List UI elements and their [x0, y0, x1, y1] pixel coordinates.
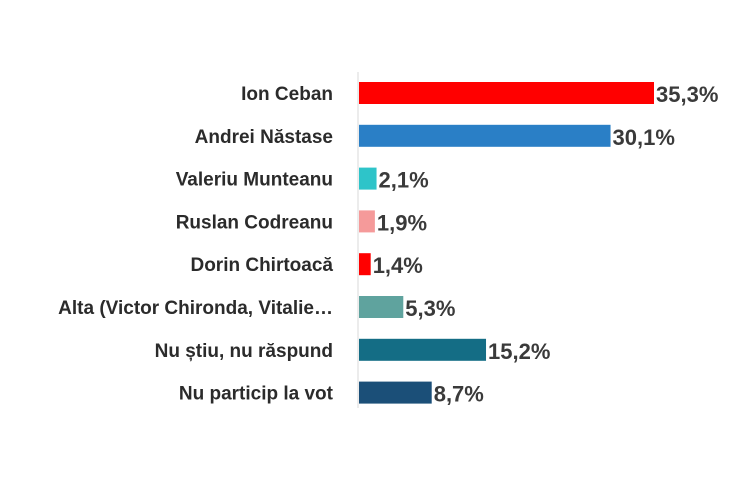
- bar: [359, 253, 371, 276]
- category-label: Nu particip la vot: [179, 384, 334, 405]
- bar: [359, 82, 654, 104]
- bar: [359, 338, 487, 361]
- category-label: Ion Ceban: [241, 84, 333, 105]
- value-label: 35,3%: [656, 82, 718, 107]
- value-label: 8,7%: [434, 382, 484, 407]
- value-label: 1,4%: [373, 253, 423, 278]
- bar: [359, 210, 375, 233]
- category-label: Nu știu, nu răspund: [155, 341, 333, 362]
- bars: [359, 82, 654, 404]
- category-label: Andrei Năstase: [195, 127, 333, 148]
- category-label: Valeriu Munteanu: [176, 170, 333, 191]
- category-label: Ruslan Codreanu: [176, 212, 333, 233]
- value-label: 2,1%: [379, 168, 429, 193]
- value-label: 30,1%: [613, 125, 675, 150]
- value-label: 15,2%: [488, 339, 550, 364]
- bar: [359, 381, 432, 404]
- bar: [359, 167, 377, 190]
- category-label: Dorin Chirtoacă: [190, 255, 333, 276]
- value-label: 1,9%: [377, 210, 427, 235]
- bar: [359, 296, 404, 318]
- category-label: Alta (Victor Chironda, Vitalie…: [58, 298, 333, 319]
- bar: [359, 124, 611, 147]
- value-label: 5,3%: [405, 296, 455, 321]
- value-labels: 35,3% 30,1% 2,1% 1,9% 1,4% 5,3% 15,2%8,7%: [373, 82, 719, 407]
- category-labels: Ion Ceban Andrei Năstase Valeriu Munteanu R…: [58, 84, 334, 405]
